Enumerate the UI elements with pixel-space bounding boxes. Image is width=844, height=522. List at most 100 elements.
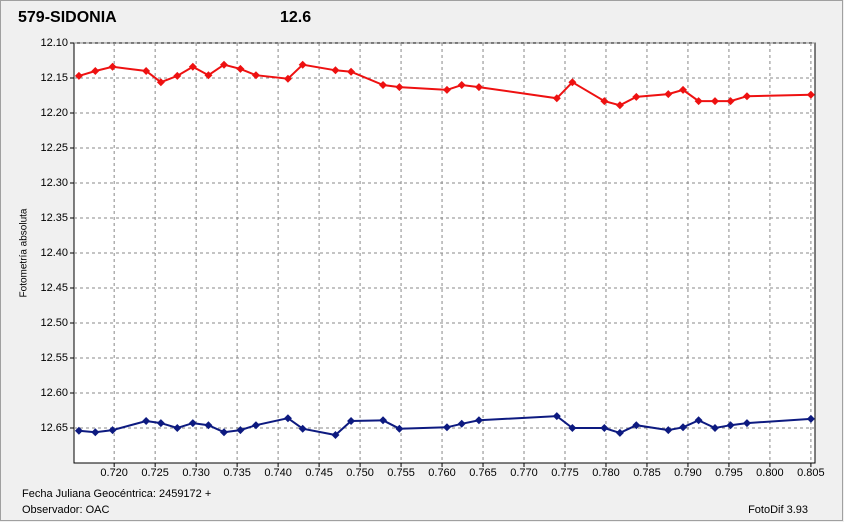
data-point bbox=[726, 421, 735, 430]
x-tick-label: 0.760 bbox=[428, 467, 456, 479]
data-point bbox=[664, 426, 673, 435]
data-point bbox=[742, 92, 751, 101]
x-tick-label: 0.730 bbox=[182, 467, 210, 479]
data-point bbox=[173, 424, 182, 432]
footer-date: Fecha Juliana Geocéntrica: 2459172 + bbox=[22, 488, 211, 500]
data-point bbox=[188, 62, 197, 71]
data-point bbox=[283, 414, 292, 423]
y-tick-label: 12.45 bbox=[40, 282, 68, 294]
data-point bbox=[442, 423, 451, 432]
footer-observer: Observador: OAC bbox=[22, 504, 109, 516]
data-point bbox=[694, 97, 703, 106]
data-point bbox=[251, 71, 260, 80]
footer-version: FotoDif 3.93 bbox=[748, 504, 808, 516]
data-point bbox=[552, 412, 561, 421]
data-point bbox=[379, 81, 388, 89]
data-point bbox=[142, 417, 151, 425]
data-point bbox=[204, 421, 213, 430]
data-point bbox=[298, 60, 307, 69]
data-point bbox=[457, 81, 466, 89]
data-point bbox=[331, 66, 340, 75]
x-tick-label: 0.785 bbox=[633, 467, 661, 479]
data-point bbox=[615, 101, 624, 110]
data-point bbox=[710, 97, 719, 106]
data-point bbox=[632, 92, 641, 101]
data-point bbox=[457, 419, 466, 428]
data-point bbox=[632, 421, 641, 430]
data-point bbox=[173, 71, 182, 80]
y-tick-label: 12.60 bbox=[40, 387, 68, 399]
data-point bbox=[331, 431, 340, 439]
y-tick-label: 12.35 bbox=[40, 212, 68, 224]
plot-area bbox=[73, 42, 816, 464]
data-point bbox=[552, 94, 561, 103]
x-tick-label: 0.770 bbox=[510, 467, 538, 479]
data-point bbox=[568, 78, 577, 87]
x-tick-label: 0.725 bbox=[141, 467, 169, 479]
x-tick-label: 0.800 bbox=[756, 467, 784, 479]
y-tick-label: 12.40 bbox=[40, 247, 68, 259]
data-point bbox=[347, 67, 356, 76]
data-point bbox=[568, 424, 577, 432]
data-point bbox=[74, 71, 83, 80]
x-tick-label: 0.805 bbox=[797, 467, 825, 479]
y-tick-label: 12.25 bbox=[40, 142, 68, 154]
data-point bbox=[442, 85, 451, 94]
data-point bbox=[142, 67, 151, 75]
x-tick-label: 0.790 bbox=[674, 467, 702, 479]
x-tick-label: 0.745 bbox=[305, 467, 333, 479]
data-point bbox=[664, 90, 673, 99]
x-tick-label: 0.795 bbox=[715, 467, 743, 479]
plot: 12.10 12.15 12.20 12.25 12.30 12.35 12.40 12.45… bbox=[40, 37, 824, 479]
y-tick-label: 12.50 bbox=[40, 317, 68, 329]
data-point bbox=[188, 419, 197, 428]
data-point bbox=[806, 414, 815, 423]
data-point bbox=[679, 423, 688, 432]
x-tick-label: 0.740 bbox=[264, 467, 292, 479]
data-point bbox=[600, 97, 609, 106]
y-tick-label: 12.20 bbox=[40, 107, 68, 119]
data-point bbox=[298, 424, 307, 433]
data-point bbox=[283, 74, 292, 83]
data-point bbox=[395, 83, 404, 92]
data-point bbox=[726, 97, 735, 106]
y-tick-label: 12.65 bbox=[40, 422, 68, 434]
data-point bbox=[91, 67, 100, 75]
x-tick-label: 0.765 bbox=[469, 467, 497, 479]
data-point bbox=[474, 83, 483, 92]
data-point bbox=[236, 426, 245, 435]
y-axis-label: Fotometría absoluta bbox=[19, 208, 30, 297]
y-tick-label: 12.10 bbox=[40, 37, 68, 49]
data-point bbox=[91, 428, 100, 437]
data-point bbox=[694, 416, 703, 425]
data-point bbox=[108, 426, 117, 435]
data-point bbox=[204, 71, 213, 80]
data-point bbox=[710, 424, 719, 432]
data-point bbox=[395, 424, 404, 433]
chart-title: 579-SIDONIA bbox=[18, 9, 117, 26]
x-tick-label: 0.775 bbox=[551, 467, 579, 479]
data-point bbox=[615, 428, 624, 437]
data-point bbox=[679, 85, 688, 94]
y-tick-label: 12.15 bbox=[40, 72, 68, 84]
data-point bbox=[74, 426, 83, 435]
data-point bbox=[220, 428, 229, 437]
data-point bbox=[156, 419, 165, 428]
chart-subtitle: 12.6 bbox=[280, 9, 311, 26]
x-tick-label: 0.735 bbox=[223, 467, 251, 479]
data-point bbox=[251, 421, 260, 430]
data-point bbox=[742, 419, 751, 428]
data-point bbox=[156, 78, 165, 87]
y-tick-label: 12.30 bbox=[40, 177, 68, 189]
x-tick-label: 0.750 bbox=[346, 467, 374, 479]
data-point bbox=[474, 416, 483, 425]
x-tick-label: 0.755 bbox=[387, 467, 415, 479]
data-point bbox=[806, 90, 815, 99]
data-point bbox=[108, 62, 117, 71]
data-point bbox=[236, 64, 245, 73]
data-point bbox=[347, 417, 356, 425]
x-tick-label: 0.720 bbox=[100, 467, 128, 479]
data-point bbox=[220, 60, 229, 69]
data-point bbox=[600, 424, 609, 432]
